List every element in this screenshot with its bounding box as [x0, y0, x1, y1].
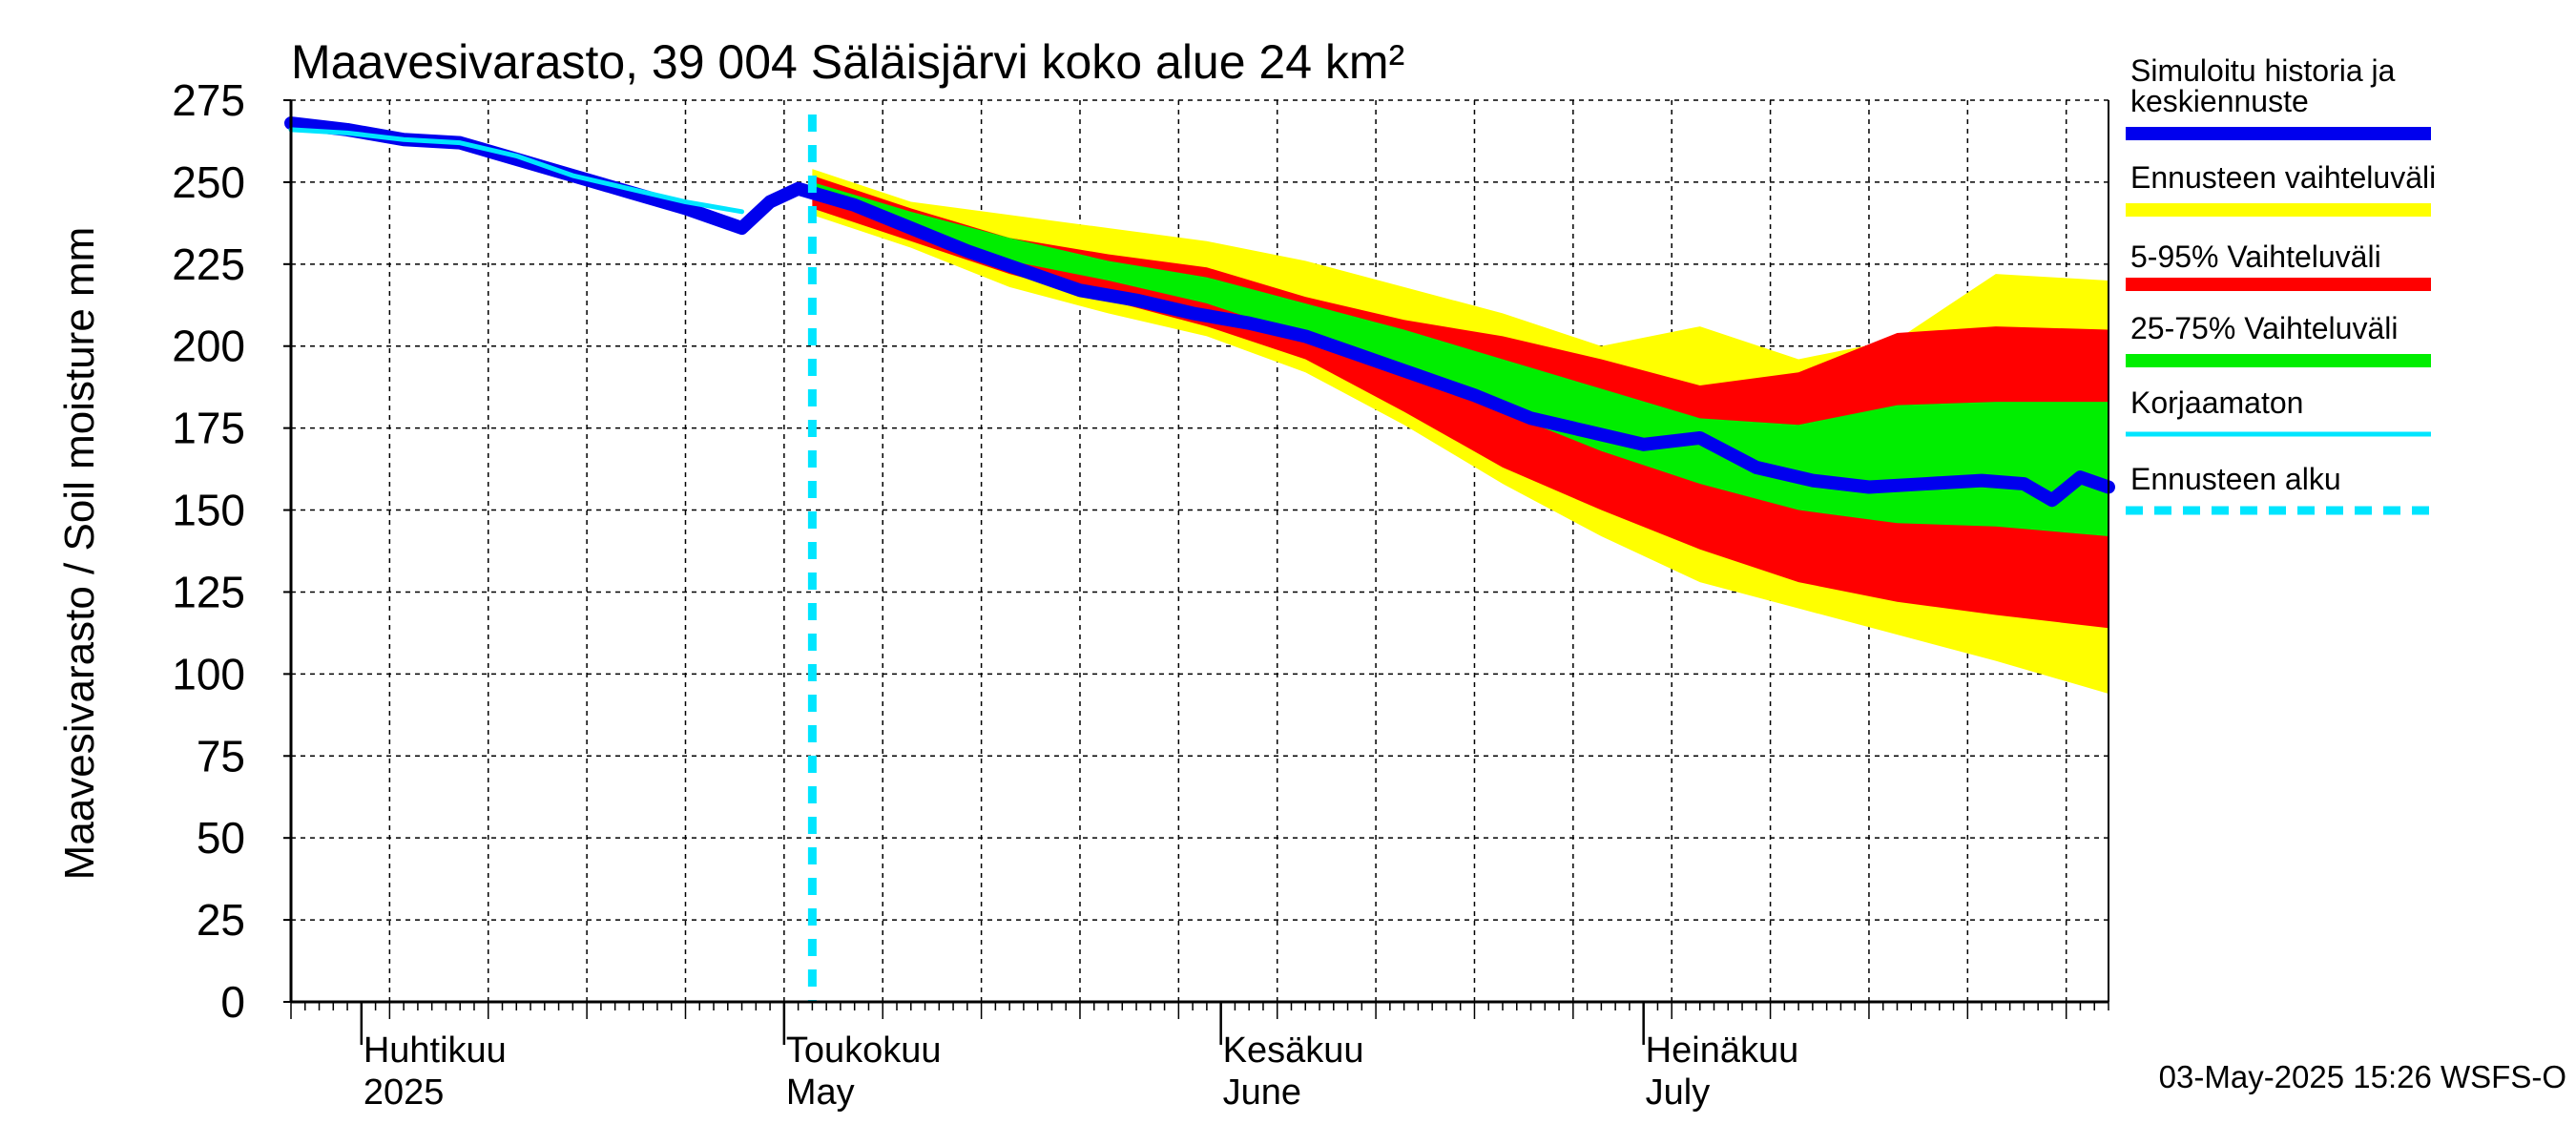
y-tick-label: 0	[220, 977, 245, 1027]
month-label-sub: May	[786, 1072, 855, 1113]
band-5-95-vaihteluv-li	[812, 176, 2109, 629]
plot-area	[284, 99, 2115, 1004]
timestamp-footer: 03-May-2025 15:26 WSFS-O	[2159, 1059, 2566, 1094]
month-label-sub: July	[1646, 1072, 1711, 1113]
month-label: Kesäkuu	[1223, 1030, 1364, 1071]
y-tick-label: 75	[197, 731, 245, 781]
month-label: Heinäkuu	[1646, 1030, 1799, 1071]
y-tick-label: 250	[172, 157, 245, 207]
y-axis-label: Maavesivarasto / Soil moisture mm	[56, 227, 103, 881]
month-label-sub: 2025	[364, 1072, 445, 1113]
legend-label: Korjaamaton	[2130, 385, 2303, 420]
chart-title: Maavesivarasto, 39 004 Säläisjärvi koko …	[291, 35, 1404, 89]
month-label: Toukokuu	[786, 1030, 942, 1071]
y-axis: 0 25 50 75 100 125 150 175 200 225 250 275	[172, 75, 291, 1027]
legend-label: 25-75% Vaihteluväli	[2130, 311, 2398, 345]
y-tick-label: 150	[172, 486, 245, 535]
legend-label: 5-95% Vaihteluväli	[2130, 239, 2381, 274]
legend-label: Ennusteen alku	[2130, 462, 2341, 496]
legend-label: keskiennuste	[2130, 84, 2309, 118]
y-tick-label: 200	[172, 322, 245, 371]
y-tick-label: 175	[172, 404, 245, 453]
uncorrected-line	[288, 127, 745, 215]
legend-label: Simuloitu historia ja	[2130, 53, 2396, 88]
band-25-75-vaihteluv-li	[812, 181, 2109, 537]
y-tick-label: 50	[197, 813, 245, 863]
legend-label: Ennusteen vaihteluväli	[2130, 160, 2436, 195]
y-tick-label: 125	[172, 567, 245, 616]
mean-forecast-line	[284, 116, 2115, 508]
y-tick-label: 225	[172, 239, 245, 289]
y-tick-label: 25	[197, 895, 245, 945]
month-label-sub: June	[1223, 1072, 1301, 1113]
y-tick-label: 100	[172, 649, 245, 698]
month-label: Huhtikuu	[364, 1030, 507, 1071]
y-tick-label: 275	[172, 75, 245, 125]
